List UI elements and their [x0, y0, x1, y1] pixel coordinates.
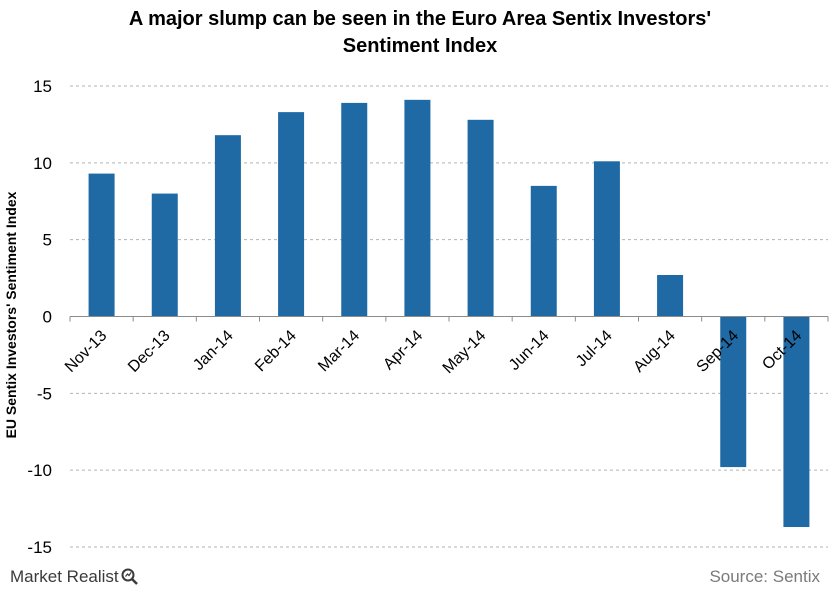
y-axis-label: EU Sentix Investors' Sentiment Index: [3, 191, 19, 438]
y-tick-label: 5: [43, 231, 52, 250]
x-tick-label: Jul-14: [573, 327, 616, 370]
source-note: Source: Sentix: [709, 567, 820, 586]
chart-title: A major slump can be seen in the Euro Ar…: [0, 6, 840, 60]
y-tick-label: -15: [27, 538, 52, 557]
bar-jun-14: [530, 185, 557, 317]
x-tick-label: May-14: [440, 327, 490, 377]
bar-sep-14: [720, 316, 747, 468]
bars: [88, 99, 810, 528]
bar-nov-13: [88, 173, 115, 317]
x-tick-label: Dec-13: [125, 327, 174, 376]
bar-jul-14: [593, 161, 620, 317]
x-tick-label: Jun-14: [506, 327, 553, 374]
chart-title-line-2: Sentiment Index: [342, 35, 498, 57]
chart-title-line-1: A major slump can be seen in the Euro Ar…: [128, 8, 712, 30]
bar-feb-14: [278, 112, 305, 317]
x-tick-label: Aug-14: [630, 327, 679, 376]
bar-mar-14: [341, 102, 368, 317]
x-tick-label: Jan-14: [190, 327, 237, 374]
x-tick-label: Apr-14: [380, 327, 426, 373]
y-tick-label: 0: [43, 308, 52, 327]
gridlines: [70, 85, 828, 548]
brand-name: Market Realist: [10, 567, 119, 586]
market-realist-logo: Market Realist: [10, 567, 139, 587]
bar-aug-14: [657, 275, 684, 317]
bar-oct-14: [783, 316, 810, 528]
x-axis-tick-labels: Nov-13 Dec-13 Jan-14 Feb-14 Mar-14 Apr-14 May-…: [62, 327, 805, 377]
x-tick-label: Nov-13: [62, 327, 111, 376]
bar-dec-13: [151, 193, 178, 317]
magnifier-icon: [121, 568, 138, 585]
x-axis: [69, 316, 829, 322]
bar-jan-14: [214, 135, 241, 317]
y-tick-label: 15: [33, 77, 52, 96]
y-tick-label: 10: [33, 154, 52, 173]
y-tick-label: -10: [27, 461, 52, 480]
bar-apr-14: [404, 99, 431, 317]
y-tick-label: -5: [37, 384, 52, 403]
y-axis-ticks: 15 10 5 0 -5 -10 -15: [27, 77, 52, 557]
x-tick-label: Feb-14: [252, 327, 300, 375]
x-tick-label: Mar-14: [315, 327, 363, 375]
bar-may-14: [467, 119, 494, 317]
